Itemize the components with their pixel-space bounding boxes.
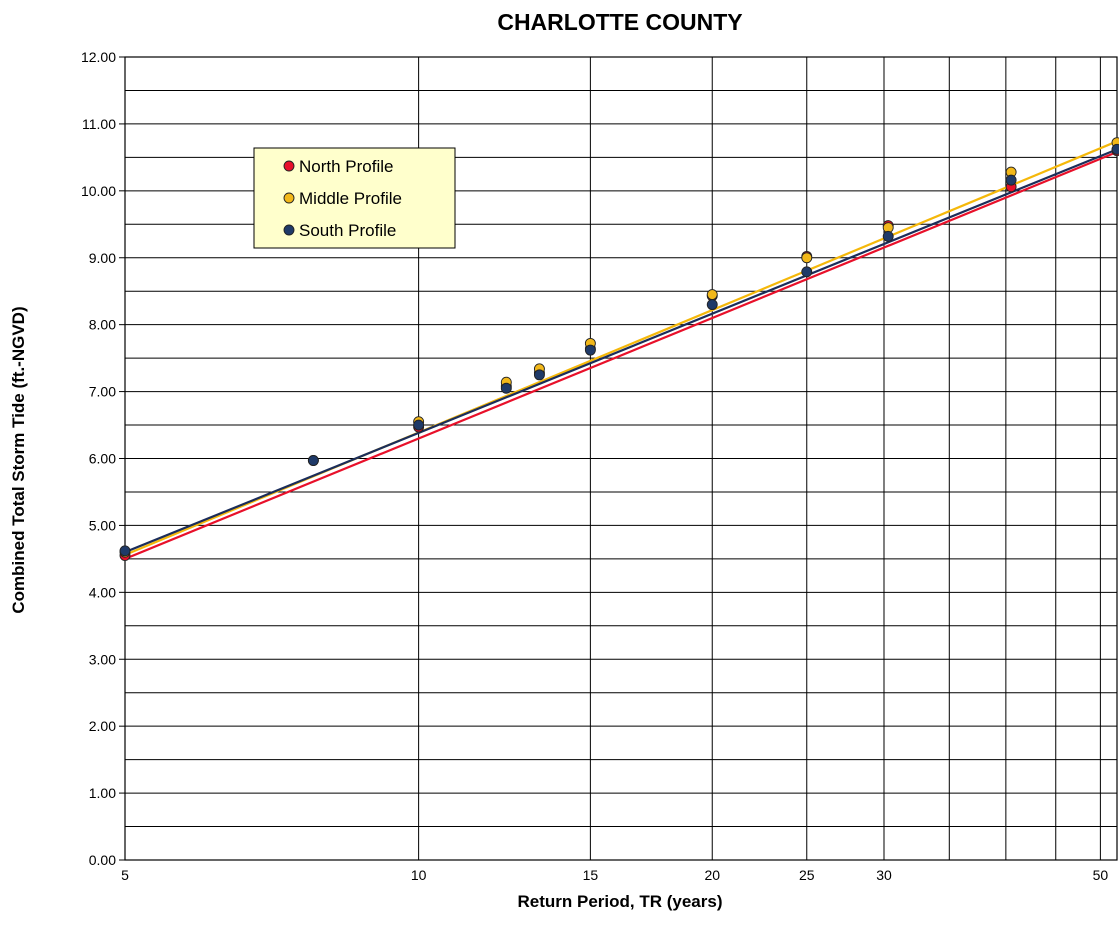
data-point [500,382,512,394]
data-point [307,455,319,466]
x-tick-label: 15 [583,867,599,883]
data-point [584,344,596,356]
y-tick-label: 9.00 [89,250,116,266]
x-tick-label: 25 [799,867,815,883]
legend-marker [283,160,295,172]
y-tick-label: 0.00 [89,852,116,868]
y-tick-label: 2.00 [89,718,116,734]
legend: North Profile Middle Profile South Profile [253,147,456,249]
legend-label: North Profile [299,157,393,176]
y-tick-labels: 0.00 1.00 2.00 3.00 4.00 5.00 6.00 7.00 8.00 9.00… [81,49,116,868]
data-point [1111,143,1119,155]
y-tick-label: 12.00 [81,49,116,65]
y-tick-label: 11.00 [82,116,116,132]
data-point [801,252,813,264]
data-points [119,137,1119,561]
x-tick-labels: 5 10 15 20 25 30 50 [121,867,1108,883]
x-tick-label: 30 [876,867,892,883]
data-point [413,419,425,431]
trend-line [124,151,1118,560]
x-axis-label: Return Period, TR (years) [518,892,723,911]
y-axis-label: Combined Total Storm Tide (ft.-NGVD) [9,306,28,613]
data-point [1005,174,1017,186]
y-tick-label: 10.00 [81,183,116,199]
y-tick-label: 1.00 [89,785,116,801]
y-tick-label: 6.00 [89,451,116,467]
y-tick-label: 4.00 [89,584,116,600]
data-point [119,545,131,557]
legend-label: Middle Profile [299,189,402,208]
y-tick-label: 8.00 [89,317,116,333]
x-tick-label: 5 [121,867,129,883]
data-point [706,289,718,301]
legend-marker [283,224,295,236]
x-tick-label: 10 [411,867,427,883]
y-tick-label: 3.00 [89,651,116,667]
plot-frame [124,56,1118,861]
data-point [706,299,718,311]
y-tick-label: 7.00 [89,384,116,400]
data-point [801,266,813,278]
x-tick-label: 50 [1093,867,1109,883]
legend-label: South Profile [299,221,396,240]
x-tick-label: 20 [704,867,720,883]
trend-lines [124,140,1118,560]
data-point [882,230,894,242]
y-tick-label: 5.00 [89,517,116,533]
data-point [533,369,545,381]
trend-line [124,148,1118,554]
chart-title: CHARLOTTE COUNTY [497,9,742,35]
legend-marker [283,192,295,204]
